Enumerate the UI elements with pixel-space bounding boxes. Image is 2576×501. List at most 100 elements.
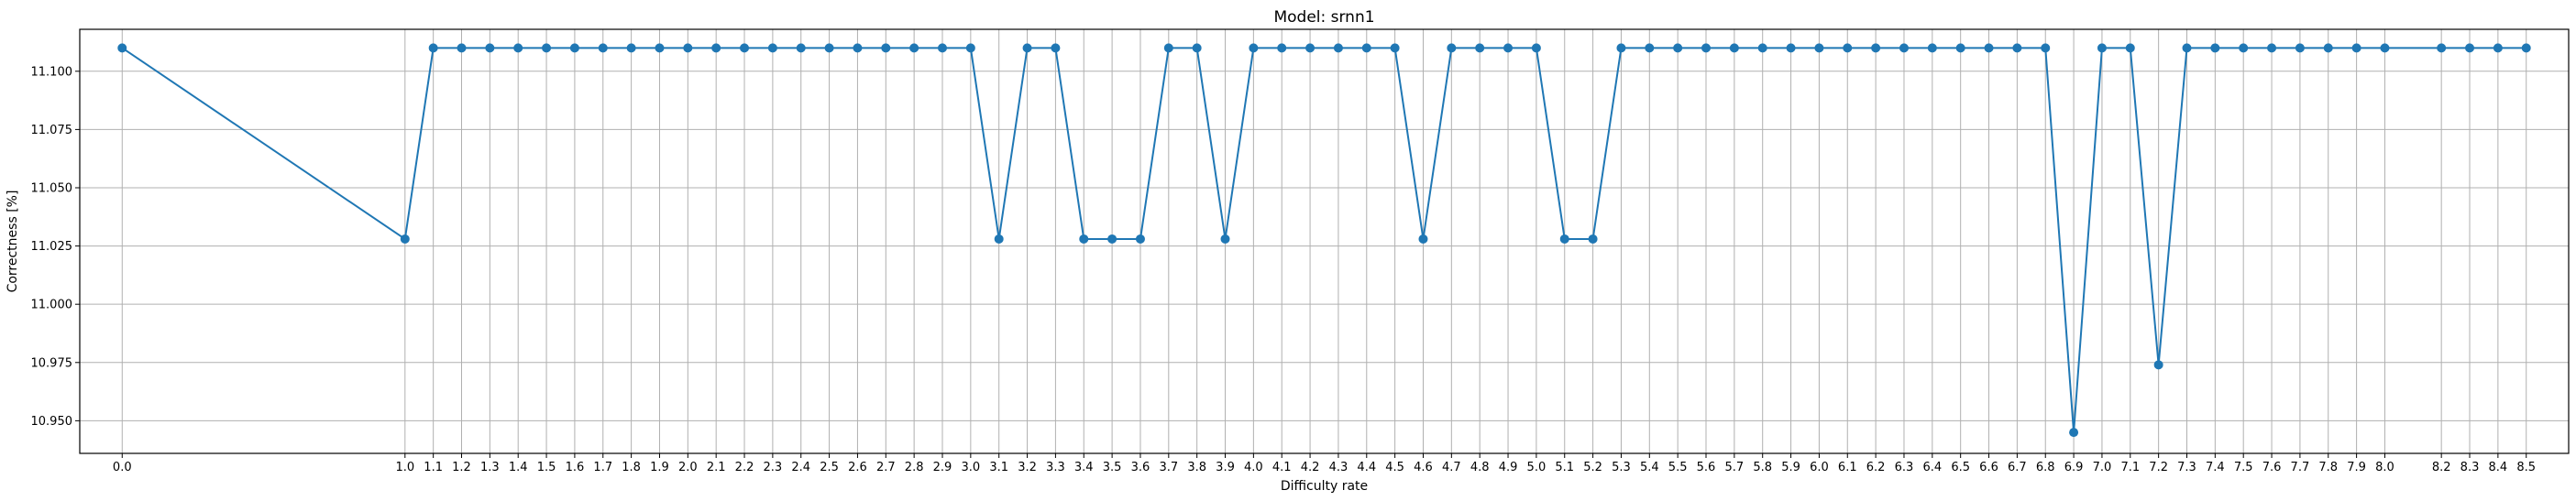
data-point — [1814, 43, 1824, 53]
x-tick-label: 4.8 — [1470, 461, 1490, 474]
x-tick-label: 6.0 — [1810, 461, 1829, 474]
y-tick-label: 10.950 — [31, 415, 73, 429]
data-point — [1107, 234, 1117, 244]
data-point — [1220, 234, 1230, 244]
data-point — [2351, 43, 2361, 53]
x-tick-label: 6.9 — [2064, 461, 2084, 474]
data-point — [2267, 43, 2277, 53]
x-tick-label: 3.4 — [1074, 461, 1094, 474]
y-axis-label: Correctness [%] — [6, 191, 20, 293]
x-tick-label: 2.8 — [905, 461, 924, 474]
chart-title: Model: srnn1 — [1273, 8, 1374, 27]
data-point — [1022, 43, 1032, 53]
data-point — [1192, 43, 1202, 53]
x-tick-label: 6.5 — [1951, 461, 1970, 474]
x-tick-label: 6.3 — [1895, 461, 1914, 474]
x-tick-label: 6.1 — [1838, 461, 1857, 474]
data-point — [655, 43, 665, 53]
plot-frame — [79, 28, 2570, 454]
x-tick-label: 7.6 — [2262, 461, 2282, 474]
x-tick-label: 3.9 — [1216, 461, 1235, 474]
data-point — [994, 234, 1004, 244]
data-point — [1786, 43, 1796, 53]
x-tick-label: 7.0 — [2093, 461, 2112, 474]
x-tick-label: 8.0 — [2375, 461, 2394, 474]
x-tick-label: 1.5 — [537, 461, 556, 474]
x-tick-label: 6.8 — [2036, 461, 2055, 474]
x-tick-label: 2.5 — [820, 461, 839, 474]
x-tick-label: 3.3 — [1046, 461, 1065, 474]
x-tick-label: 5.3 — [1612, 461, 1631, 474]
data-point — [1843, 43, 1853, 53]
x-tick-label: 1.4 — [509, 461, 528, 474]
data-point — [1645, 43, 1655, 53]
data-point — [1390, 43, 1400, 53]
x-tick-label: 1.6 — [566, 461, 585, 474]
x-tick-label: 3.5 — [1103, 461, 1122, 474]
x-tick-label: 7.3 — [2177, 461, 2196, 474]
x-tick-label: 8.4 — [2489, 461, 2508, 474]
data-point — [2521, 43, 2531, 53]
x-tick-label: 2.2 — [735, 461, 754, 474]
x-tick-label: 5.7 — [1725, 461, 1745, 474]
data-point — [1333, 43, 1343, 53]
y-tick-label: 11.025 — [31, 240, 73, 254]
data-point — [428, 43, 438, 53]
data-point — [2041, 43, 2051, 53]
x-tick-label: 2.9 — [933, 461, 952, 474]
data-point — [400, 234, 410, 244]
data-point — [1135, 234, 1145, 244]
data-point — [683, 43, 693, 53]
x-tick-label: 2.0 — [678, 461, 698, 474]
x-tick-label: 1.7 — [593, 461, 612, 474]
data-point — [2210, 43, 2220, 53]
x-tick-label: 4.9 — [1499, 461, 1518, 474]
data-point — [853, 43, 863, 53]
x-tick-label: 5.2 — [1583, 461, 1602, 474]
data-point — [485, 43, 495, 53]
data-point — [1701, 43, 1712, 53]
x-tick-label: 7.5 — [2234, 461, 2253, 474]
x-tick-label: 4.3 — [1329, 461, 1349, 474]
x-tick-label: 6.4 — [1922, 461, 1942, 474]
data-point — [1249, 43, 1259, 53]
data-point — [2380, 43, 2390, 53]
data-point — [2153, 360, 2163, 370]
x-tick-label: 3.0 — [962, 461, 981, 474]
data-point — [1616, 43, 1626, 53]
x-tick-label: 3.7 — [1159, 461, 1178, 474]
y-tick-label: 10.975 — [31, 356, 73, 370]
x-tick-label: 6.6 — [1979, 461, 1998, 474]
data-point — [1361, 43, 1371, 53]
data-point — [965, 43, 975, 53]
x-tick-label: 4.1 — [1272, 461, 1292, 474]
x-tick-label: 4.4 — [1357, 461, 1376, 474]
x-tick-label: 5.0 — [1527, 461, 1547, 474]
gridlines — [80, 29, 2569, 453]
x-tick-label: 0.0 — [113, 461, 132, 474]
axis-ticks: 0.0 1.0 1.1 1.2 1.3 1.4 1.5 1.6 1.7 1.8 1.9 2.0 2.1 2… — [31, 65, 2537, 474]
x-tick-label: 5.6 — [1697, 461, 1716, 474]
x-tick-label: 4.7 — [1442, 461, 1461, 474]
x-tick-label: 6.7 — [2008, 461, 2027, 474]
data-point — [117, 43, 127, 53]
data-point — [2239, 43, 2249, 53]
series-line — [121, 47, 2526, 433]
data-point — [2465, 43, 2475, 53]
y-tick-label: 11.000 — [31, 299, 73, 312]
data-point — [1503, 43, 1514, 53]
x-tick-label: 7.4 — [2206, 461, 2225, 474]
x-tick-label: 7.7 — [2291, 461, 2310, 474]
x-tick-label: 5.8 — [1753, 461, 1772, 474]
data-point — [2323, 43, 2333, 53]
x-tick-label: 2.4 — [791, 461, 810, 474]
data-point — [767, 43, 777, 53]
x-tick-label: 4.6 — [1414, 461, 1433, 474]
data-point — [1079, 234, 1089, 244]
data-point — [2437, 43, 2447, 53]
x-tick-label: 3.1 — [989, 461, 1008, 474]
x-tick-label: 8.3 — [2460, 461, 2480, 474]
x-tick-label: 1.1 — [424, 461, 443, 474]
x-tick-label: 4.0 — [1244, 461, 1263, 474]
